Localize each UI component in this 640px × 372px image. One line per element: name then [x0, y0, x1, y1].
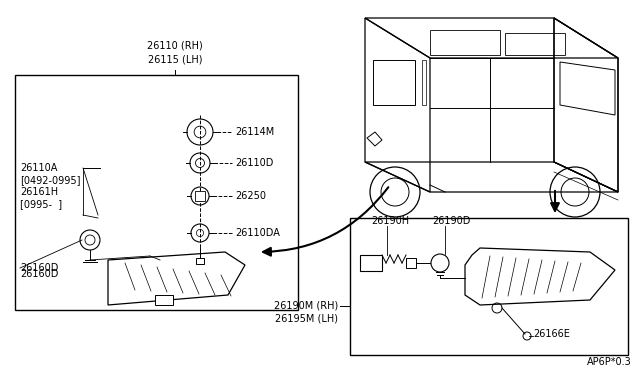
Text: 26160D: 26160D [20, 269, 58, 279]
Bar [195, 191, 205, 201]
Text: [0995-  ]: [0995- ] [20, 199, 62, 209]
Text: 26110D: 26110D [235, 158, 273, 168]
Text: 26190M (RH)
26195M (LH): 26190M (RH) 26195M (LH) [274, 301, 338, 324]
Text: AP6P*0.3: AP6P*0.3 [588, 357, 632, 367]
Text: 26166E: 26166E [533, 329, 570, 339]
Text: [0492-0995]: [0492-0995] [20, 175, 81, 185]
Text: 26190D: 26190D [432, 216, 470, 226]
Text: 26110 (RH)
26115 (LH): 26110 (RH) 26115 (LH) [147, 41, 203, 64]
Bar [196, 258, 204, 264]
Text: 26190H: 26190H [371, 216, 409, 226]
Bar [350, 218, 628, 355]
Bar [15, 75, 298, 310]
Text: 26110A: 26110A [20, 163, 58, 173]
Bar [360, 255, 382, 271]
Text: 26110DA: 26110DA [235, 228, 280, 238]
Text: 26250: 26250 [235, 191, 266, 201]
Text: 26160D: 26160D [20, 263, 58, 273]
Bar [155, 295, 173, 305]
Text: 26161H: 26161H [20, 187, 58, 197]
Bar [406, 258, 416, 268]
Text: 26114M: 26114M [235, 127, 275, 137]
